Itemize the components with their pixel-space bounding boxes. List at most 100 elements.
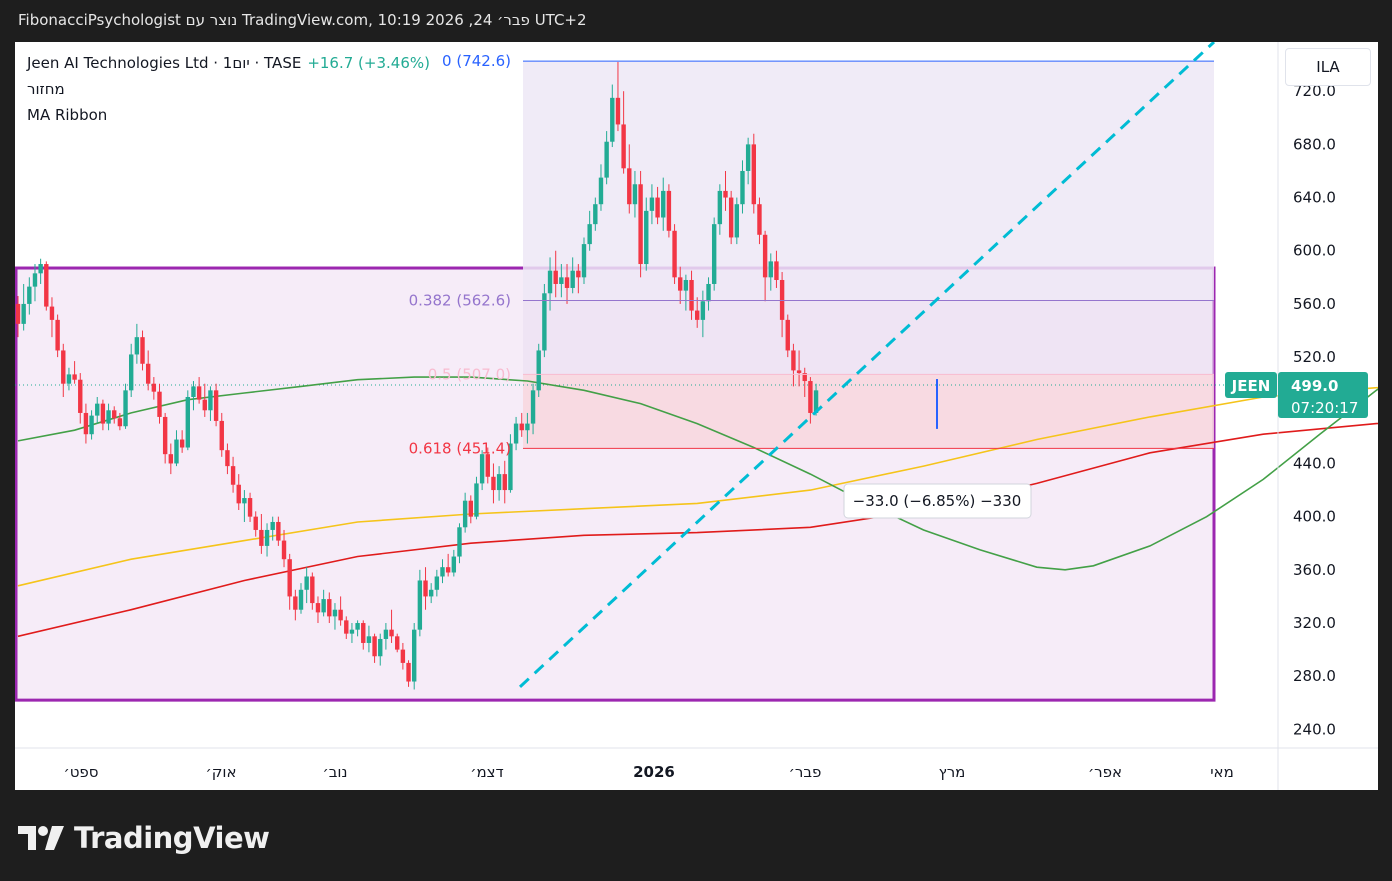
candle[interactable] [72,361,77,384]
candle[interactable] [95,396,100,424]
candle[interactable] [751,133,756,214]
candle[interactable] [123,383,128,429]
candle[interactable] [593,197,598,231]
candle[interactable] [655,186,660,225]
candle[interactable] [395,633,400,653]
candle[interactable] [440,559,445,584]
candle[interactable] [496,466,502,501]
candle[interactable] [129,343,134,397]
candle[interactable] [168,443,174,475]
candle[interactable] [310,572,315,610]
candle[interactable] [564,264,570,304]
candle[interactable] [236,474,241,511]
candle[interactable] [321,589,326,617]
candle[interactable] [32,264,38,302]
candle[interactable] [287,553,292,610]
candle[interactable] [547,257,553,311]
candle[interactable] [621,91,626,174]
candle[interactable] [615,61,621,132]
candle[interactable] [89,410,94,440]
candle[interactable] [542,283,547,358]
candle[interactable] [247,492,253,522]
candle[interactable] [779,272,785,338]
candle[interactable] [55,314,60,358]
candle[interactable] [700,290,706,338]
candle[interactable] [106,403,111,431]
candle[interactable] [468,495,473,524]
candle[interactable] [338,596,343,626]
candle[interactable] [762,230,768,302]
candle[interactable] [525,412,530,444]
candle[interactable] [553,250,558,298]
candle[interactable] [83,403,89,444]
candle[interactable] [61,343,66,397]
candle[interactable] [734,197,740,245]
candle[interactable] [202,383,207,417]
chart-frame[interactable]: 0 (742.6) 0.382 (562.6) 0.5 (507.0) 0.618 (… [15,42,1378,790]
candle[interactable] [774,250,779,288]
candle[interactable] [179,430,185,453]
candle[interactable] [796,350,802,387]
candle[interactable] [270,516,275,541]
candle[interactable] [174,430,179,467]
ma-green-line[interactable] [17,304,1378,571]
candle[interactable] [117,412,123,431]
candle[interactable] [412,623,417,690]
candle[interactable] [162,412,168,464]
candle[interactable] [406,660,411,687]
candle[interactable] [785,314,790,358]
candle[interactable] [604,131,609,185]
symbol-description[interactable]: Jeen AI Technologies Ltd · 1יום · TASE [27,54,302,72]
candle[interactable] [225,443,230,475]
candle[interactable] [355,620,360,637]
candle[interactable] [400,642,406,670]
legend-ma-ribbon[interactable]: MA Ribbon [27,106,108,124]
legend-volume-indicator[interactable]: מחזור [27,80,65,98]
candle[interactable] [151,377,157,400]
candle[interactable] [21,283,26,331]
candle[interactable] [315,596,321,624]
candle[interactable] [78,373,83,424]
candle[interactable] [745,137,751,185]
candle[interactable] [259,513,264,554]
chart-canvas[interactable]: 0 (742.6) 0.382 (562.6) 0.5 (507.0) 0.618 (… [15,42,1378,790]
candle[interactable] [281,529,287,568]
candle[interactable] [706,277,711,311]
candle[interactable] [678,266,683,304]
candle[interactable] [451,549,457,577]
candle[interactable] [423,567,428,610]
candle[interactable] [757,197,762,245]
candle[interactable] [242,490,247,522]
candle[interactable] [344,616,349,639]
candle[interactable] [66,367,72,391]
candle[interactable] [768,253,773,291]
candle[interactable] [711,217,717,291]
candle[interactable] [802,367,807,397]
candle[interactable] [462,492,468,533]
ma-red-line[interactable] [17,410,1378,638]
candle[interactable] [519,412,524,437]
candle[interactable] [196,377,202,404]
candle[interactable] [253,511,258,537]
candle[interactable] [728,190,734,245]
candle[interactable] [145,350,151,391]
candle[interactable] [366,625,372,653]
candle[interactable] [157,383,162,424]
candle[interactable] [134,323,140,364]
candle[interactable] [689,270,694,320]
candle[interactable] [49,297,55,338]
candle[interactable] [191,381,196,411]
candle[interactable] [298,583,304,614]
candle[interactable] [644,197,649,271]
candle[interactable] [140,330,145,371]
candle[interactable] [666,184,672,238]
candle[interactable] [740,160,745,214]
candle[interactable] [428,583,434,604]
candle[interactable] [587,210,592,251]
candle[interactable] [219,412,224,457]
candle[interactable] [530,383,536,435]
candle[interactable] [304,567,309,604]
candle[interactable] [536,343,541,397]
currency-button[interactable]: ILA [1285,48,1371,86]
candle[interactable] [627,144,632,214]
